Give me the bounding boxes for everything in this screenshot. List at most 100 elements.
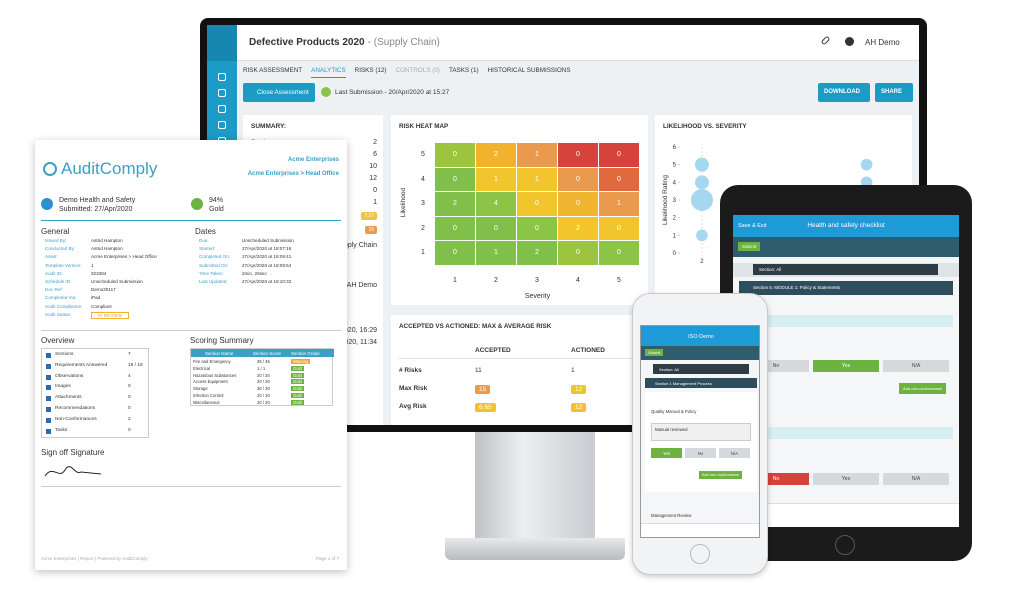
phone-nav [641,523,759,537]
y-tick-label: 2 [673,216,677,222]
submit-button[interactable]: Submit [738,242,761,251]
heat-cell: 2 [517,241,557,265]
field-value: iPad [91,295,101,301]
divider [41,330,341,331]
section-filter[interactable]: Section: All [653,364,749,374]
cell-label: 0 [617,175,621,183]
y-tick-label: 4 [421,175,425,183]
field-label: Conducted By: [45,246,76,252]
y-tick-label: 5 [421,151,425,158]
heat-cell: 2 [558,216,598,240]
heat-cell: 0 [558,192,598,216]
tablet-toolbar [733,237,959,257]
app-header: Defective Products 2020- (Supply Chain) A… [237,25,919,61]
save-exit[interactable]: Save & Exit [738,223,767,229]
field-label: Issued By: [45,238,67,243]
summary-value: 0 [373,187,377,194]
section-filter[interactable]: Section: All [753,264,938,275]
column-header: ACCEPTED [475,347,511,354]
heat-cell: 1 [517,167,557,191]
question: Quality Manual & Policy [651,409,697,414]
tab[interactable]: HISTORICAL SUBMISSIONS [487,67,571,74]
x-tick-label: 4 [576,277,580,284]
score-cell: Fire and Emergency [193,359,231,364]
field-label: Submitted On: [199,262,229,268]
score-cell: Access Equipment [193,379,228,385]
field-value: 27/Apr/2020 at 18:07:16 [242,246,292,252]
close-assessment-button[interactable]: Close Assessment [243,83,315,102]
field-value: 27/Apr/2020 at 18:09:54 [242,262,292,268]
tablet-screen: Save & Exit Health and safety checklist Su… [733,215,959,527]
settings-icon[interactable] [845,37,854,46]
answer-button[interactable]: N/A [719,448,750,458]
answer-button[interactable]: Yes [813,360,879,372]
download-button[interactable]: DOWNLOAD [818,83,870,102]
page-title: Defective Products 2020- (Supply Chain) [249,37,440,48]
table-value: 1 [571,367,575,374]
answer-button[interactable]: Yes [813,473,879,485]
summary-value: 6 [373,151,377,158]
check-icon [321,87,331,97]
overview-icon [46,374,51,380]
tab[interactable]: ANALYTICS [311,67,346,78]
sidebar-icon[interactable] [218,105,226,113]
y-tick-label: 5 [673,163,677,169]
score-cell: Hazardous Substances [193,372,237,378]
field-label: Due: [199,238,209,243]
user-menu[interactable]: AH Demo [865,38,900,47]
add-nc-button[interactable]: Add non conformance [899,383,947,394]
overview-icon [46,353,51,358]
heat-map-title: RISK HEAT MAP [399,123,449,130]
cell-label: 2 [453,200,457,208]
cell-label: 2 [494,151,498,159]
overview-label: Attachments [55,395,82,401]
answer-button[interactable]: N/A [883,360,949,372]
heat-cell: 2 [435,192,475,216]
cell-label: 0 [617,249,621,257]
tab[interactable]: RISK ASSESSMENT [243,67,303,74]
add-nc-button[interactable]: Add non conformance [699,471,743,479]
x-tick-label: 2 [494,277,498,284]
y-tick-label: 2 [421,224,425,232]
cell-label: 0 [453,175,457,183]
overview-value: 2 [128,416,131,422]
answer-button[interactable]: N/A [883,473,949,485]
score-cell: Gold [291,379,304,385]
cell-label: 1 [494,175,498,183]
heat-cell: 0 [476,216,516,240]
answer-button[interactable]: Yes [651,448,682,458]
score-cell: 20 / 20 [257,372,270,378]
tablet-header [733,215,959,237]
table-value: 12 [571,385,587,394]
overview-icon [46,417,51,423]
tab[interactable]: RISKS (12) [354,67,387,74]
cell-label: 2 [576,224,580,232]
overview-icon [46,363,51,369]
heat-cell: 1 [476,241,516,265]
sidebar-icon[interactable] [218,89,226,97]
cell-label: 0 [535,224,539,232]
overview-value: 7 [128,352,131,357]
scatter-point [696,229,708,242]
phone-title: ISO Demo [688,334,714,340]
sidebar-icon[interactable] [218,121,226,129]
field-value: 1 [91,262,94,268]
x-tick-label: 3 [535,277,539,284]
heat-cell: 0 [558,143,598,167]
score-cell: 35 / 45 [257,359,270,364]
heat-cell: 0 [517,192,557,216]
footer: Acme Enterprises | Report | Powered by A… [41,556,148,561]
summary-badge: 7.27 [361,212,377,220]
tablet-home-button [835,535,855,555]
overview-label: Observations [55,373,84,379]
section-title: Dates [195,227,216,236]
link-icon[interactable] [820,35,831,46]
share-button[interactable]: SHARE [875,83,913,102]
tab[interactable]: CONTROLS (0) [395,67,440,74]
submit-button[interactable]: Submit [645,349,664,356]
answer-button[interactable]: No [685,448,716,458]
company: Acme Enterprises [287,157,339,163]
sidebar-icon[interactable] [218,73,226,81]
tab[interactable]: TASKS (1) [448,67,479,74]
section-title: Scoring Summary [190,336,254,345]
